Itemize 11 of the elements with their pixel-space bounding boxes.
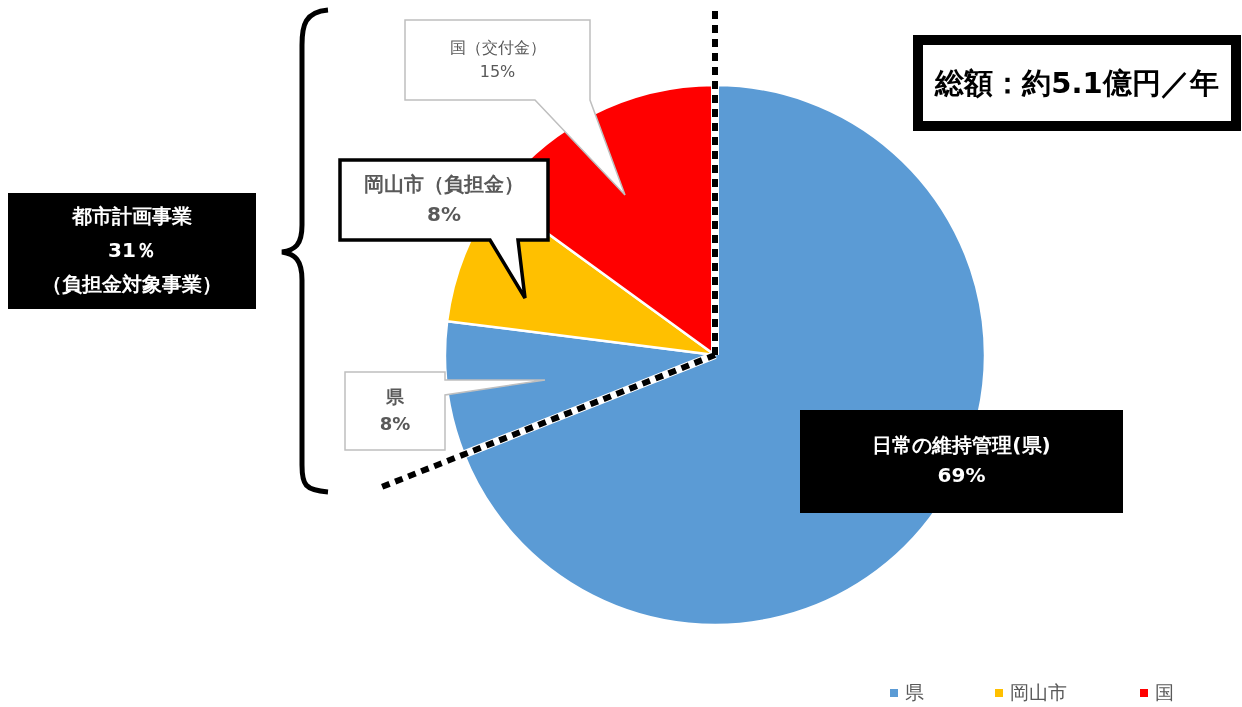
text: 31％ xyxy=(108,237,156,262)
data-label: 岡山市（負担金） 8% xyxy=(364,171,524,226)
text: 総額：約5.1億円／年 xyxy=(934,66,1219,100)
legend-label: 県 xyxy=(905,680,924,703)
data-label: 県 8% xyxy=(379,385,411,434)
legend-label: 岡山市 xyxy=(1010,680,1067,703)
legend-label: 国 xyxy=(1155,680,1174,703)
text: 都市計画事業 xyxy=(71,203,192,228)
text: （負担金対象事業） xyxy=(42,271,222,296)
data-label: 国（交付金） 15% xyxy=(449,37,546,81)
data-label: 日常の維持管理(県) 69% xyxy=(872,433,1051,487)
